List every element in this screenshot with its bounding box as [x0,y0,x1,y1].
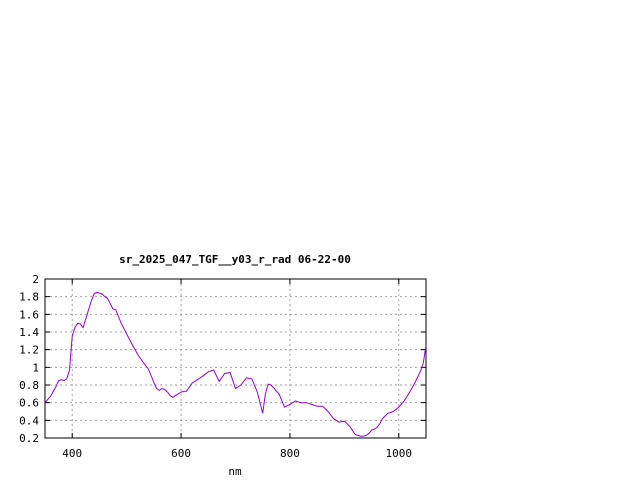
y-tick-label: 1.2 [19,344,39,357]
y-tick-label: 0.8 [19,379,39,392]
y-tick-label: 1.8 [19,291,39,304]
y-tick-label: 1.6 [19,308,39,321]
y-tick-label: 0.4 [19,414,39,427]
chart-title: sr_2025_047_TGF__y03_r_rad 06-22-00 [119,253,351,266]
y-tick-label: 0.2 [19,432,39,445]
plot-frame [44,278,427,439]
y-tick-label: 0.6 [19,397,39,410]
series-layer [44,291,427,437]
x-axis-label: nm [228,465,242,478]
x-tick-label: 600 [171,447,191,460]
y-tick-label: 1 [32,361,39,374]
y-tick-label: 2 [32,273,39,286]
x-tick-label: 400 [62,447,82,460]
y-tick-label: 1.4 [19,326,39,339]
series-line [44,291,427,437]
x-tick-label: 800 [280,447,300,460]
x-tick-label: 1000 [386,447,413,460]
axis-ticks: 0.2 0.4 0.6 0.8 1 1.2 1.4 1.6 1.8 2 400 600 800 1000 [19,273,426,460]
grid [45,279,426,438]
